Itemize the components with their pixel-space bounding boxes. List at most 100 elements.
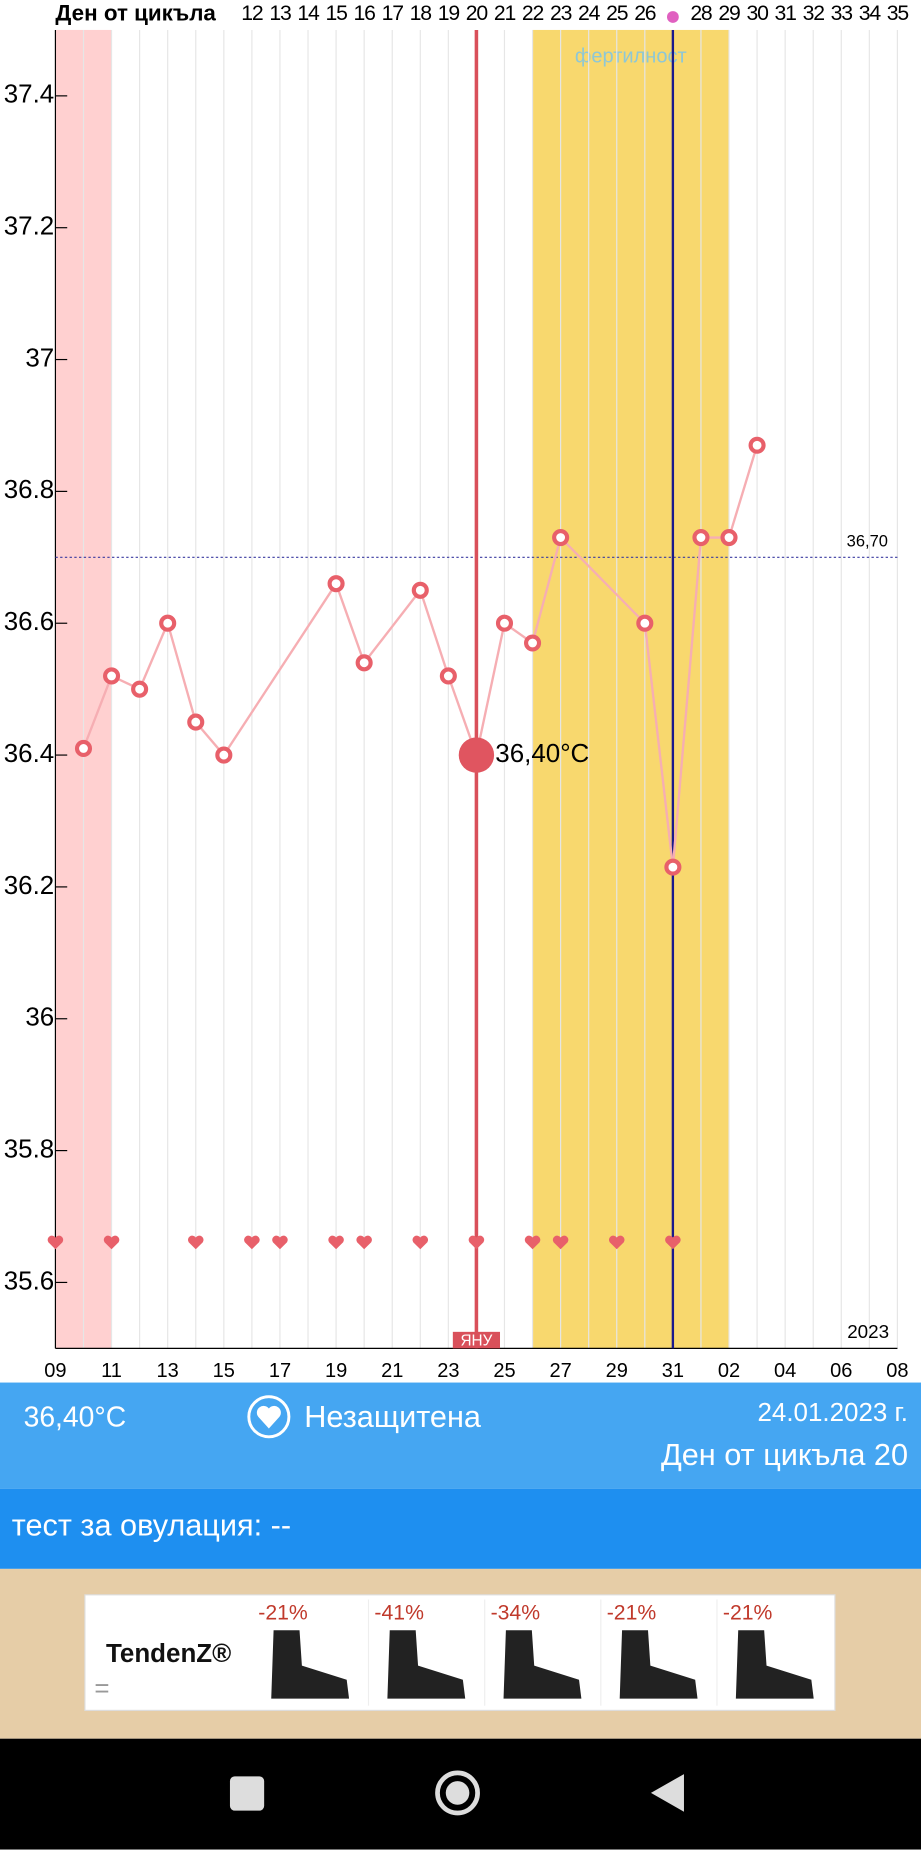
ad-boot <box>271 1630 350 1699</box>
point <box>355 654 373 672</box>
reference-label: 36,70 <box>847 532 888 550</box>
cycle-day-label: 14 <box>297 2 320 25</box>
y-tick-label: 37.2 <box>4 213 54 241</box>
x-tick-label: 13 <box>157 1360 179 1382</box>
line-segment <box>643 623 675 868</box>
cycle-day-label: 21 <box>494 2 516 25</box>
line-segment <box>166 622 197 723</box>
x-tick-label: 17 <box>269 1360 291 1382</box>
cycle-day-label: 20 <box>466 2 488 25</box>
header-bg <box>53 0 236 29</box>
point <box>495 614 514 632</box>
line-segment <box>531 537 562 644</box>
y-tick-label: 35.8 <box>4 1135 54 1163</box>
year-label: 2023 <box>847 1321 889 1342</box>
y-tick-label: 35.6 <box>4 1267 54 1295</box>
line-segment <box>222 583 338 756</box>
ad-products: -21% -41% -34% -21% -21% <box>258 1599 814 1706</box>
line-segment <box>138 622 169 690</box>
month-badge <box>452 1331 501 1349</box>
heart-icon[interactable] <box>247 1395 291 1439</box>
cycle-day-label: 13 <box>269 2 291 25</box>
point <box>411 581 429 599</box>
point <box>187 713 205 731</box>
cycle-day-label: 32 <box>803 2 825 25</box>
cycle-day-label: 35 <box>887 2 909 25</box>
intercourse-heart <box>328 1235 344 1250</box>
ad-discount: -41% <box>374 1601 424 1624</box>
intercourse-heart <box>608 1235 625 1250</box>
chart: фертилност 09 11 13 15 12 17 13 14 19 15 16 21 17 18 23… <box>4 0 910 1382</box>
nav-back[interactable] <box>650 1774 684 1812</box>
ad-menu[interactable]: = <box>94 1675 109 1703</box>
point <box>720 528 738 547</box>
ad-discount: -21% <box>607 1601 657 1624</box>
cycle-day-label: 29 <box>718 2 740 25</box>
nav-home-dot <box>445 1781 470 1805</box>
cycle-day-label: 18 <box>410 2 432 25</box>
line-segment <box>363 589 422 664</box>
cycle-day-label: 16 <box>354 2 376 25</box>
y-tick-label: 37.4 <box>4 81 54 109</box>
point <box>439 667 457 685</box>
point <box>131 680 149 698</box>
point <box>552 528 570 547</box>
x-tick-label: 08 <box>886 1360 908 1382</box>
month-label: ЯНУ <box>460 1332 492 1349</box>
cycle-day-label: 34 <box>859 2 882 25</box>
line-segment <box>82 675 113 749</box>
intercourse-heart <box>665 1235 681 1250</box>
protection[interactable]: Незащитена <box>304 1400 482 1434</box>
ovulation-test[interactable]: тест за овулация: -- <box>12 1509 291 1543</box>
cycle-day-label: 26 <box>634 2 656 25</box>
cycle-day-label: 15 <box>325 2 347 25</box>
ad-discount: -21% <box>258 1601 308 1624</box>
selected-value-label: 36,40°C <box>495 740 589 768</box>
x-tick-label: 19 <box>325 1360 347 1382</box>
ad-brand[interactable]: TendenZ® <box>106 1640 231 1668</box>
point <box>159 614 177 632</box>
point <box>636 614 654 632</box>
fertile-band <box>532 29 730 1349</box>
header-title: Ден от цикъла <box>55 1 216 26</box>
point <box>103 667 121 685</box>
cycle-day-label: 19 <box>438 2 460 25</box>
ovulation-dot <box>666 11 679 23</box>
line-segment <box>334 583 366 664</box>
intercourse-heart <box>103 1235 120 1250</box>
y-tick-label: 36.4 <box>4 740 54 768</box>
cycle-day-label: 22 <box>522 2 544 25</box>
cycle-day: Ден от цикъла 20 <box>661 1438 908 1472</box>
summary-bar <box>0 1382 921 1489</box>
intercourse-heart <box>468 1235 485 1250</box>
cycle-day-label: 31 <box>775 2 797 25</box>
selected-point <box>458 737 495 773</box>
ad-boot <box>503 1630 582 1699</box>
x-tick-label: 23 <box>437 1360 459 1382</box>
ad-discount: -34% <box>491 1601 541 1624</box>
nav-home[interactable] <box>435 1770 480 1816</box>
x-tick-label: 06 <box>830 1360 852 1382</box>
x-tick-label: 21 <box>381 1360 403 1382</box>
cycle-day-label: 30 <box>746 2 768 25</box>
y-tick-label: 36.2 <box>4 872 54 900</box>
x-tick-label: 25 <box>493 1360 515 1382</box>
y-tick-label: 36.8 <box>4 476 54 504</box>
x-tick-label: 29 <box>606 1360 628 1382</box>
point <box>524 634 542 652</box>
point <box>748 436 766 454</box>
x-tick-label: 31 <box>662 1360 684 1382</box>
cycle-day-label: 33 <box>831 2 853 25</box>
intercourse-heart <box>187 1235 204 1250</box>
x-tick-label: 09 <box>44 1360 66 1382</box>
cycle-day-label: 17 <box>382 2 404 25</box>
line-segment <box>671 537 703 868</box>
line-segment <box>475 622 506 756</box>
ovulation-test-bar[interactable] <box>0 1488 921 1569</box>
cycle-day-label: 12 <box>241 2 263 25</box>
y-tick-label: 36.6 <box>4 608 54 636</box>
x-tick-label: 11 <box>101 1360 122 1382</box>
nav-recents[interactable] <box>229 1776 265 1811</box>
